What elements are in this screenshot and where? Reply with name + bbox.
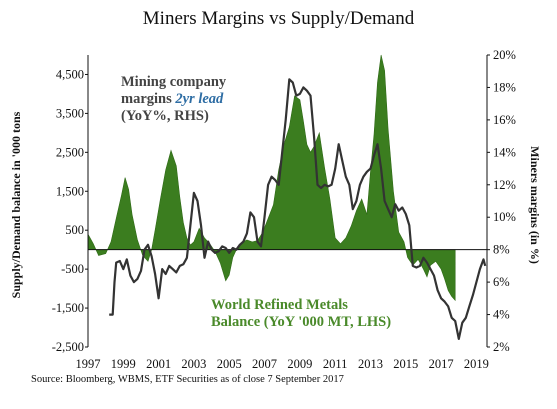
right-tick-label: 16% — [493, 113, 516, 127]
left-tick-label: -500 — [61, 262, 84, 276]
right-tick-label: 4% — [493, 308, 510, 322]
left-axis-label: Supply/Demand balance in '000 tons — [9, 111, 23, 298]
x-tick-labels: 1997 1999 2001 2003 2005 2007 2009 2011 2013 2015… — [76, 357, 489, 371]
margins-line-layer — [109, 78, 487, 340]
left-tick-label: 4,500 — [56, 67, 84, 81]
left-tick-label: 1,500 — [56, 184, 84, 198]
right-tick-label: 10% — [493, 210, 516, 224]
right-tick-label: 6% — [493, 275, 510, 289]
x-tick-label: 2015 — [393, 357, 418, 371]
margins-annotation-line2: margins 2yr lead — [121, 91, 224, 107]
right-tick-label: 18% — [493, 80, 516, 94]
left-tick-label: 2,500 — [56, 145, 84, 159]
x-tick-label: 2017 — [429, 357, 454, 371]
x-tick-label: 2005 — [217, 357, 242, 371]
right-tick-label: 14% — [493, 145, 516, 159]
balance-annotation-line2: Balance (YoY '000 MT, LHS) — [211, 314, 391, 330]
x-tick-label: 2019 — [464, 357, 489, 371]
x-tick-label: 2001 — [146, 357, 171, 371]
x-tick-label: 2009 — [287, 357, 312, 371]
margins-line — [109, 78, 487, 340]
right-axis-label: Miners margins (in %) — [528, 146, 542, 264]
x-tick-label: 2003 — [181, 357, 206, 371]
x-tick-label: 2013 — [358, 357, 383, 371]
x-tick-label: 1999 — [111, 357, 136, 371]
x-tick-label: 2011 — [323, 357, 348, 371]
chart-title: Miners Margins vs Supply/Demand — [142, 8, 415, 29]
left-tick-label: -2,500 — [52, 340, 84, 354]
right-tick-label: 20% — [493, 48, 516, 62]
right-tick-labels: 20% 18% 16% 14% 12% 10% 8% 6% 4% 2% — [487, 48, 516, 354]
margins-annotation-prefix: margins — [121, 91, 175, 107]
margins-annotation-lead: 2yr lead — [174, 91, 224, 107]
margins-annotation-line1: Mining company — [121, 74, 227, 90]
balance-annotation-line1: World Refined Metals — [211, 297, 348, 313]
left-tick-label: 3,500 — [56, 106, 84, 120]
left-tick-label: 500 — [65, 223, 84, 237]
right-tick-label: 8% — [493, 243, 510, 257]
left-tick-labels: 4,500 3,500 2,500 1,500 500 -500 -1,500 -2,500 — [52, 67, 88, 354]
x-tick-label: 2007 — [252, 357, 277, 371]
x-tick-label: 1997 — [76, 357, 101, 371]
margins-annotation-line3: (YoY%, RHS) — [121, 108, 209, 124]
right-tick-label: 2% — [493, 340, 510, 354]
source-note: Source: Bloomberg, WBMS, ETF Securities … — [31, 374, 344, 385]
left-tick-label: -1,500 — [52, 301, 84, 315]
right-tick-label: 12% — [493, 178, 516, 192]
